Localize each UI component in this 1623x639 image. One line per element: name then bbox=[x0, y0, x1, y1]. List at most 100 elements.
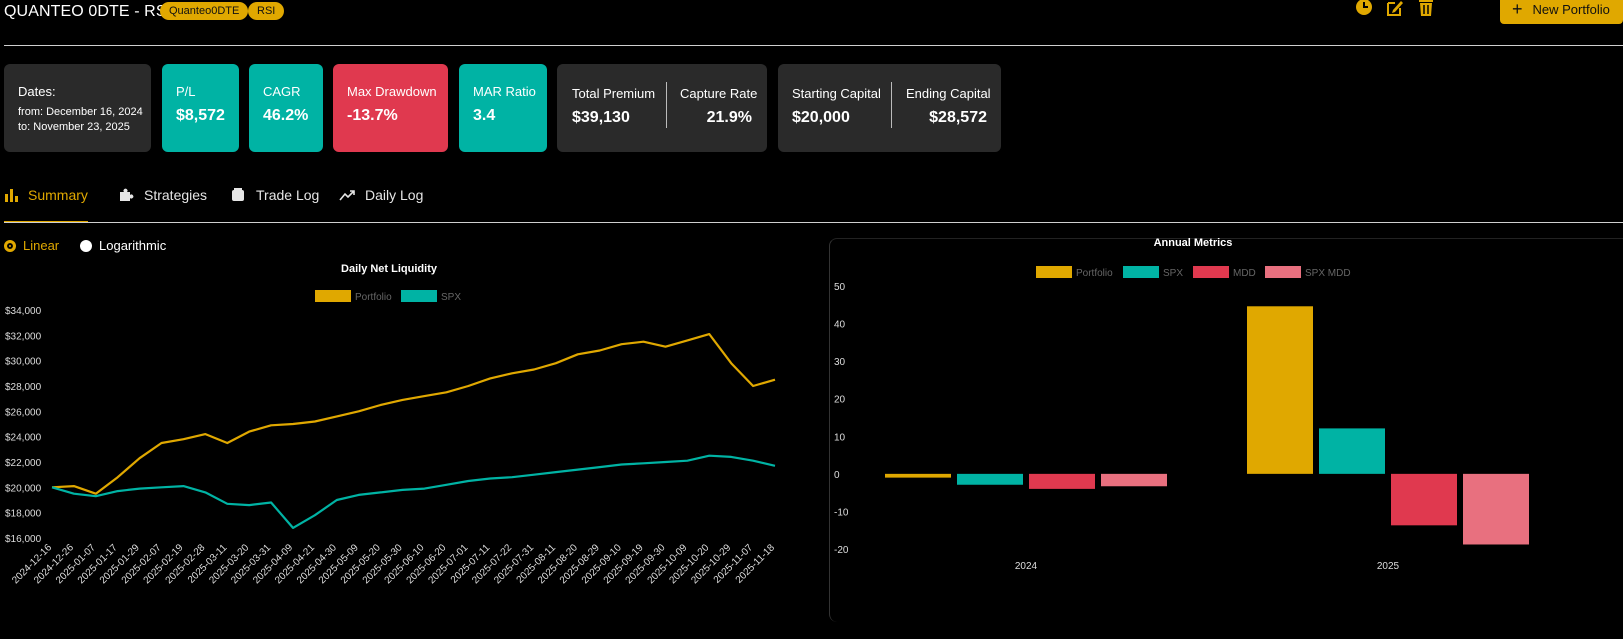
bar-spx-2024 bbox=[957, 473, 1023, 485]
date-to: to: November 23, 2025 bbox=[18, 121, 130, 133]
y-tick-label: -20 bbox=[834, 545, 849, 556]
radio-linear[interactable]: Linear bbox=[4, 238, 59, 253]
x-category-label: 2025 bbox=[1377, 561, 1400, 572]
max-drawdown-label: Max Drawdown bbox=[347, 84, 437, 99]
legend-label-spx: SPX bbox=[441, 292, 461, 303]
radio-linear-label: Linear bbox=[23, 238, 60, 253]
annual-metrics-chart: Annual Metrics Portfolio SPX MDD SPX MDD -20 -… bbox=[834, 237, 1529, 572]
mar-ratio-value: 3.4 bbox=[473, 107, 496, 124]
legend-swatch-spx-mdd bbox=[1265, 266, 1301, 278]
card-divider bbox=[666, 82, 667, 128]
radio-logarithmic-label: Logarithmic bbox=[99, 238, 167, 253]
x-category-label: 2024 bbox=[1015, 561, 1038, 572]
bar-mdd-2024 bbox=[1029, 473, 1095, 489]
capital-card: Starting Capital $20,000 Ending Capital … bbox=[778, 64, 1001, 152]
trend-up-icon bbox=[339, 190, 355, 201]
legend-label-spx-mdd: SPX MDD bbox=[1305, 268, 1351, 279]
y-tick-label: $30,000 bbox=[5, 357, 42, 368]
card-divider bbox=[891, 82, 892, 128]
portfolio-title: QUANTEO 0DTE - RSI bbox=[4, 3, 172, 20]
pl-card: P/L $8,572 bbox=[162, 64, 239, 152]
max-drawdown-card: Max Drawdown -13.7% bbox=[333, 64, 448, 152]
tab-strategies-label: Strategies bbox=[144, 187, 208, 203]
y-tick-label: $18,000 bbox=[5, 509, 42, 520]
header-divider bbox=[4, 45, 1623, 46]
radio-logarithmic-indicator[interactable] bbox=[80, 239, 92, 252]
chart-title: Daily Net Liquidity bbox=[341, 263, 438, 275]
legend-swatch-spx bbox=[1123, 266, 1159, 278]
mar-ratio-label: MAR Ratio bbox=[473, 84, 536, 99]
capture-rate-value: 21.9% bbox=[706, 109, 752, 126]
cagr-value: 46.2% bbox=[263, 107, 309, 124]
legend-label-mdd: MDD bbox=[1233, 268, 1256, 279]
bar-portfolio-2024 bbox=[885, 473, 951, 478]
inbox-icon bbox=[232, 188, 244, 201]
ending-capital-value: $28,572 bbox=[929, 109, 987, 126]
dates-label: Dates: bbox=[18, 84, 56, 99]
plus-icon: + bbox=[1512, 0, 1523, 19]
tab-summary-label: Summary bbox=[28, 187, 88, 203]
max-drawdown-value: -13.7% bbox=[347, 107, 398, 124]
series-line-portfolio bbox=[51, 332, 776, 495]
bar-spx-mdd-2024 bbox=[1101, 473, 1167, 487]
legend-swatch-portfolio bbox=[1036, 266, 1072, 278]
y-tick-label: 30 bbox=[834, 357, 846, 368]
chart-title: Annual Metrics bbox=[1154, 237, 1233, 249]
radio-logarithmic[interactable]: Logarithmic bbox=[80, 238, 166, 253]
edit-icon[interactable] bbox=[1385, 0, 1405, 18]
tag-rsi[interactable]: RSI bbox=[248, 2, 285, 20]
dates-card: Dates: from: December 16, 2024 to: Novem… bbox=[4, 64, 151, 152]
pl-value: $8,572 bbox=[176, 107, 225, 124]
annual-metrics-panel bbox=[829, 238, 1623, 622]
bar-mdd-2025 bbox=[1391, 473, 1457, 526]
y-tick-label: $22,000 bbox=[5, 458, 42, 469]
bar-portfolio-2025 bbox=[1247, 306, 1313, 474]
total-premium-label: Total Premium bbox=[572, 86, 656, 101]
starting-capital-label: Starting Capital bbox=[792, 86, 881, 101]
legend-label-portfolio: Portfolio bbox=[355, 292, 392, 303]
y-tick-label: $34,000 bbox=[5, 306, 42, 317]
legend-label-portfolio: Portfolio bbox=[1076, 268, 1113, 279]
puzzle-icon bbox=[120, 188, 134, 201]
new-portfolio-label: New Portfolio bbox=[1532, 1, 1610, 17]
mar-ratio-card: MAR Ratio 3.4 bbox=[459, 64, 547, 152]
tab-trade-log[interactable]: Trade Log bbox=[230, 182, 319, 208]
legend-swatch-mdd bbox=[1193, 266, 1229, 278]
daily-net-liquidity-chart: Daily Net Liquidity Portfolio SPX $16,000 $1… bbox=[5, 263, 777, 586]
y-tick-label: 10 bbox=[834, 432, 846, 443]
new-portfolio-button[interactable]: + New Portfolio bbox=[1500, 0, 1623, 24]
y-tick-label: $32,000 bbox=[5, 331, 42, 342]
ending-capital-label: Ending Capital bbox=[906, 86, 991, 101]
bar-chart-icon bbox=[5, 189, 18, 202]
tab-summary[interactable]: Summary bbox=[4, 182, 88, 208]
y-tick-label: $28,000 bbox=[5, 382, 42, 393]
tab-daily-log[interactable]: Daily Log bbox=[339, 182, 423, 208]
tab-daily-log-label: Daily Log bbox=[365, 187, 424, 203]
y-tick-label: $20,000 bbox=[5, 483, 42, 494]
y-tick-label: $16,000 bbox=[5, 534, 42, 545]
tag-quanteo0dte[interactable]: Quanteo0DTE bbox=[160, 2, 249, 20]
y-tick-label: 20 bbox=[834, 395, 846, 406]
legend-swatch-spx bbox=[401, 290, 437, 302]
total-premium-value: $39,130 bbox=[572, 109, 630, 126]
y-tick-label: 50 bbox=[834, 282, 846, 293]
starting-capital-value: $20,000 bbox=[792, 109, 850, 126]
clock-icon[interactable] bbox=[1354, 0, 1374, 18]
tabs-divider bbox=[4, 222, 1623, 223]
legend-label-spx: SPX bbox=[1163, 268, 1183, 279]
y-tick-label: $26,000 bbox=[5, 407, 42, 418]
cagr-label: CAGR bbox=[263, 84, 301, 99]
y-tick-label: -10 bbox=[834, 507, 849, 518]
bar-spx-mdd-2025 bbox=[1463, 473, 1529, 545]
tab-strategies[interactable]: Strategies bbox=[118, 182, 207, 208]
legend-swatch-portfolio bbox=[315, 290, 351, 302]
trash-icon[interactable] bbox=[1416, 0, 1436, 18]
pl-label: P/L bbox=[176, 84, 196, 99]
radio-linear-indicator[interactable] bbox=[4, 239, 16, 252]
capture-rate-label: Capture Rate bbox=[680, 86, 758, 101]
y-tick-label: 40 bbox=[834, 320, 846, 331]
date-from: from: December 16, 2024 bbox=[18, 106, 143, 118]
cagr-card: CAGR 46.2% bbox=[249, 64, 323, 152]
tab-trade-log-label: Trade Log bbox=[256, 187, 320, 203]
premium-card: Total Premium $39,130 Capture Rate 21.9% bbox=[557, 64, 767, 152]
